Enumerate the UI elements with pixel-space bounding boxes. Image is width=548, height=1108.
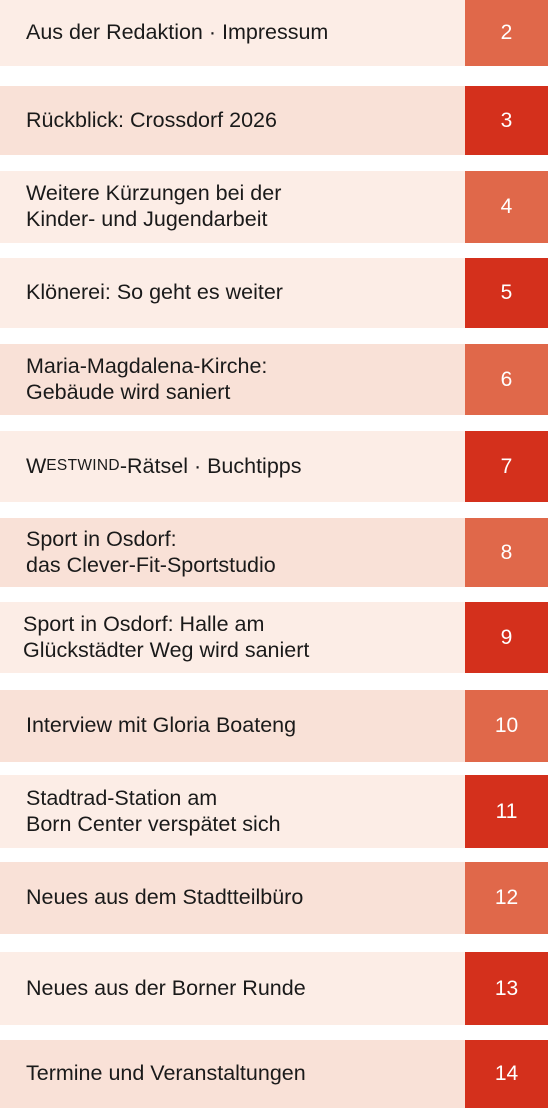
toc-entry-title: Sport in Osdorf: Halle am Glückstädter W… (0, 602, 465, 673)
toc-entry-title: Stadtrad-Station am Born Center verspäte… (0, 775, 465, 848)
toc-entry-title: Aus der Redaktion · Impressum (0, 0, 465, 66)
toc-entry-page: 7 (465, 431, 548, 502)
toc-entry-title: W ESTWIND -Rätsel · Buchtipps (0, 431, 465, 502)
toc-entry-title: Klönerei: So geht es weiter (0, 258, 465, 328)
toc-entry[interactable]: Sport in Osdorf: Halle am Glückstädter W… (0, 602, 548, 673)
magazine-name-initial: W (26, 453, 47, 478)
toc-entry-page: 9 (465, 602, 548, 673)
magazine-name-smallcaps: ESTWIND (46, 457, 120, 475)
toc-entry[interactable]: Rückblick: Crossdorf 2026 3 (0, 86, 548, 155)
toc-entry[interactable]: Neues aus der Borner Runde 13 (0, 952, 548, 1025)
toc-entry[interactable]: Interview mit Gloria Boateng 10 (0, 690, 548, 762)
toc-entry[interactable]: Neues aus dem Stadtteilbüro 12 (0, 862, 548, 934)
toc-entry[interactable]: Termine und Veranstaltungen 14 (0, 1040, 548, 1108)
toc-entry[interactable]: Klönerei: So geht es weiter 5 (0, 258, 548, 328)
toc-entry-page: 8 (465, 518, 548, 587)
toc-entry[interactable]: Sport in Osdorf: das Clever-Fit-Sportstu… (0, 518, 548, 587)
toc-entry-page: 14 (465, 1040, 548, 1108)
toc-entry[interactable]: Weitere Kürzungen bei der Kinder- und Ju… (0, 171, 548, 243)
toc-entry-title: Interview mit Gloria Boateng (0, 690, 465, 762)
toc-entry[interactable]: W ESTWIND -Rätsel · Buchtipps 7 (0, 431, 548, 502)
toc-entry-page: 6 (465, 344, 548, 415)
toc-entry-title: Maria-Magdalena-Kirche: Gebäude wird san… (0, 344, 465, 415)
toc-entry[interactable]: Aus der Redaktion · Impressum 2 (0, 0, 548, 66)
toc-entry[interactable]: Stadtrad-Station am Born Center verspäte… (0, 775, 548, 848)
toc-entry-page: 13 (465, 952, 548, 1025)
toc-entry-page: 11 (465, 775, 548, 848)
toc-entry-title: Weitere Kürzungen bei der Kinder- und Ju… (0, 171, 465, 243)
toc-entry-page: 2 (465, 0, 548, 66)
toc-entry-title: Neues aus der Borner Runde (0, 952, 465, 1025)
toc-entry-title: Neues aus dem Stadtteilbüro (0, 862, 465, 934)
toc-entry-page: 4 (465, 171, 548, 243)
toc-entry-page: 10 (465, 690, 548, 762)
toc-entry-title-rest: -Rätsel · Buchtipps (119, 453, 302, 478)
toc-entry-title: Termine und Veranstaltungen (0, 1040, 465, 1108)
toc-entry-page: 5 (465, 258, 548, 328)
toc-entry-title: Rückblick: Crossdorf 2026 (0, 86, 465, 155)
toc-entry[interactable]: Maria-Magdalena-Kirche: Gebäude wird san… (0, 344, 548, 415)
toc-entry-page: 3 (465, 86, 548, 155)
toc-entry-page: 12 (465, 862, 548, 934)
toc-entry-title: Sport in Osdorf: das Clever-Fit-Sportstu… (0, 518, 465, 587)
